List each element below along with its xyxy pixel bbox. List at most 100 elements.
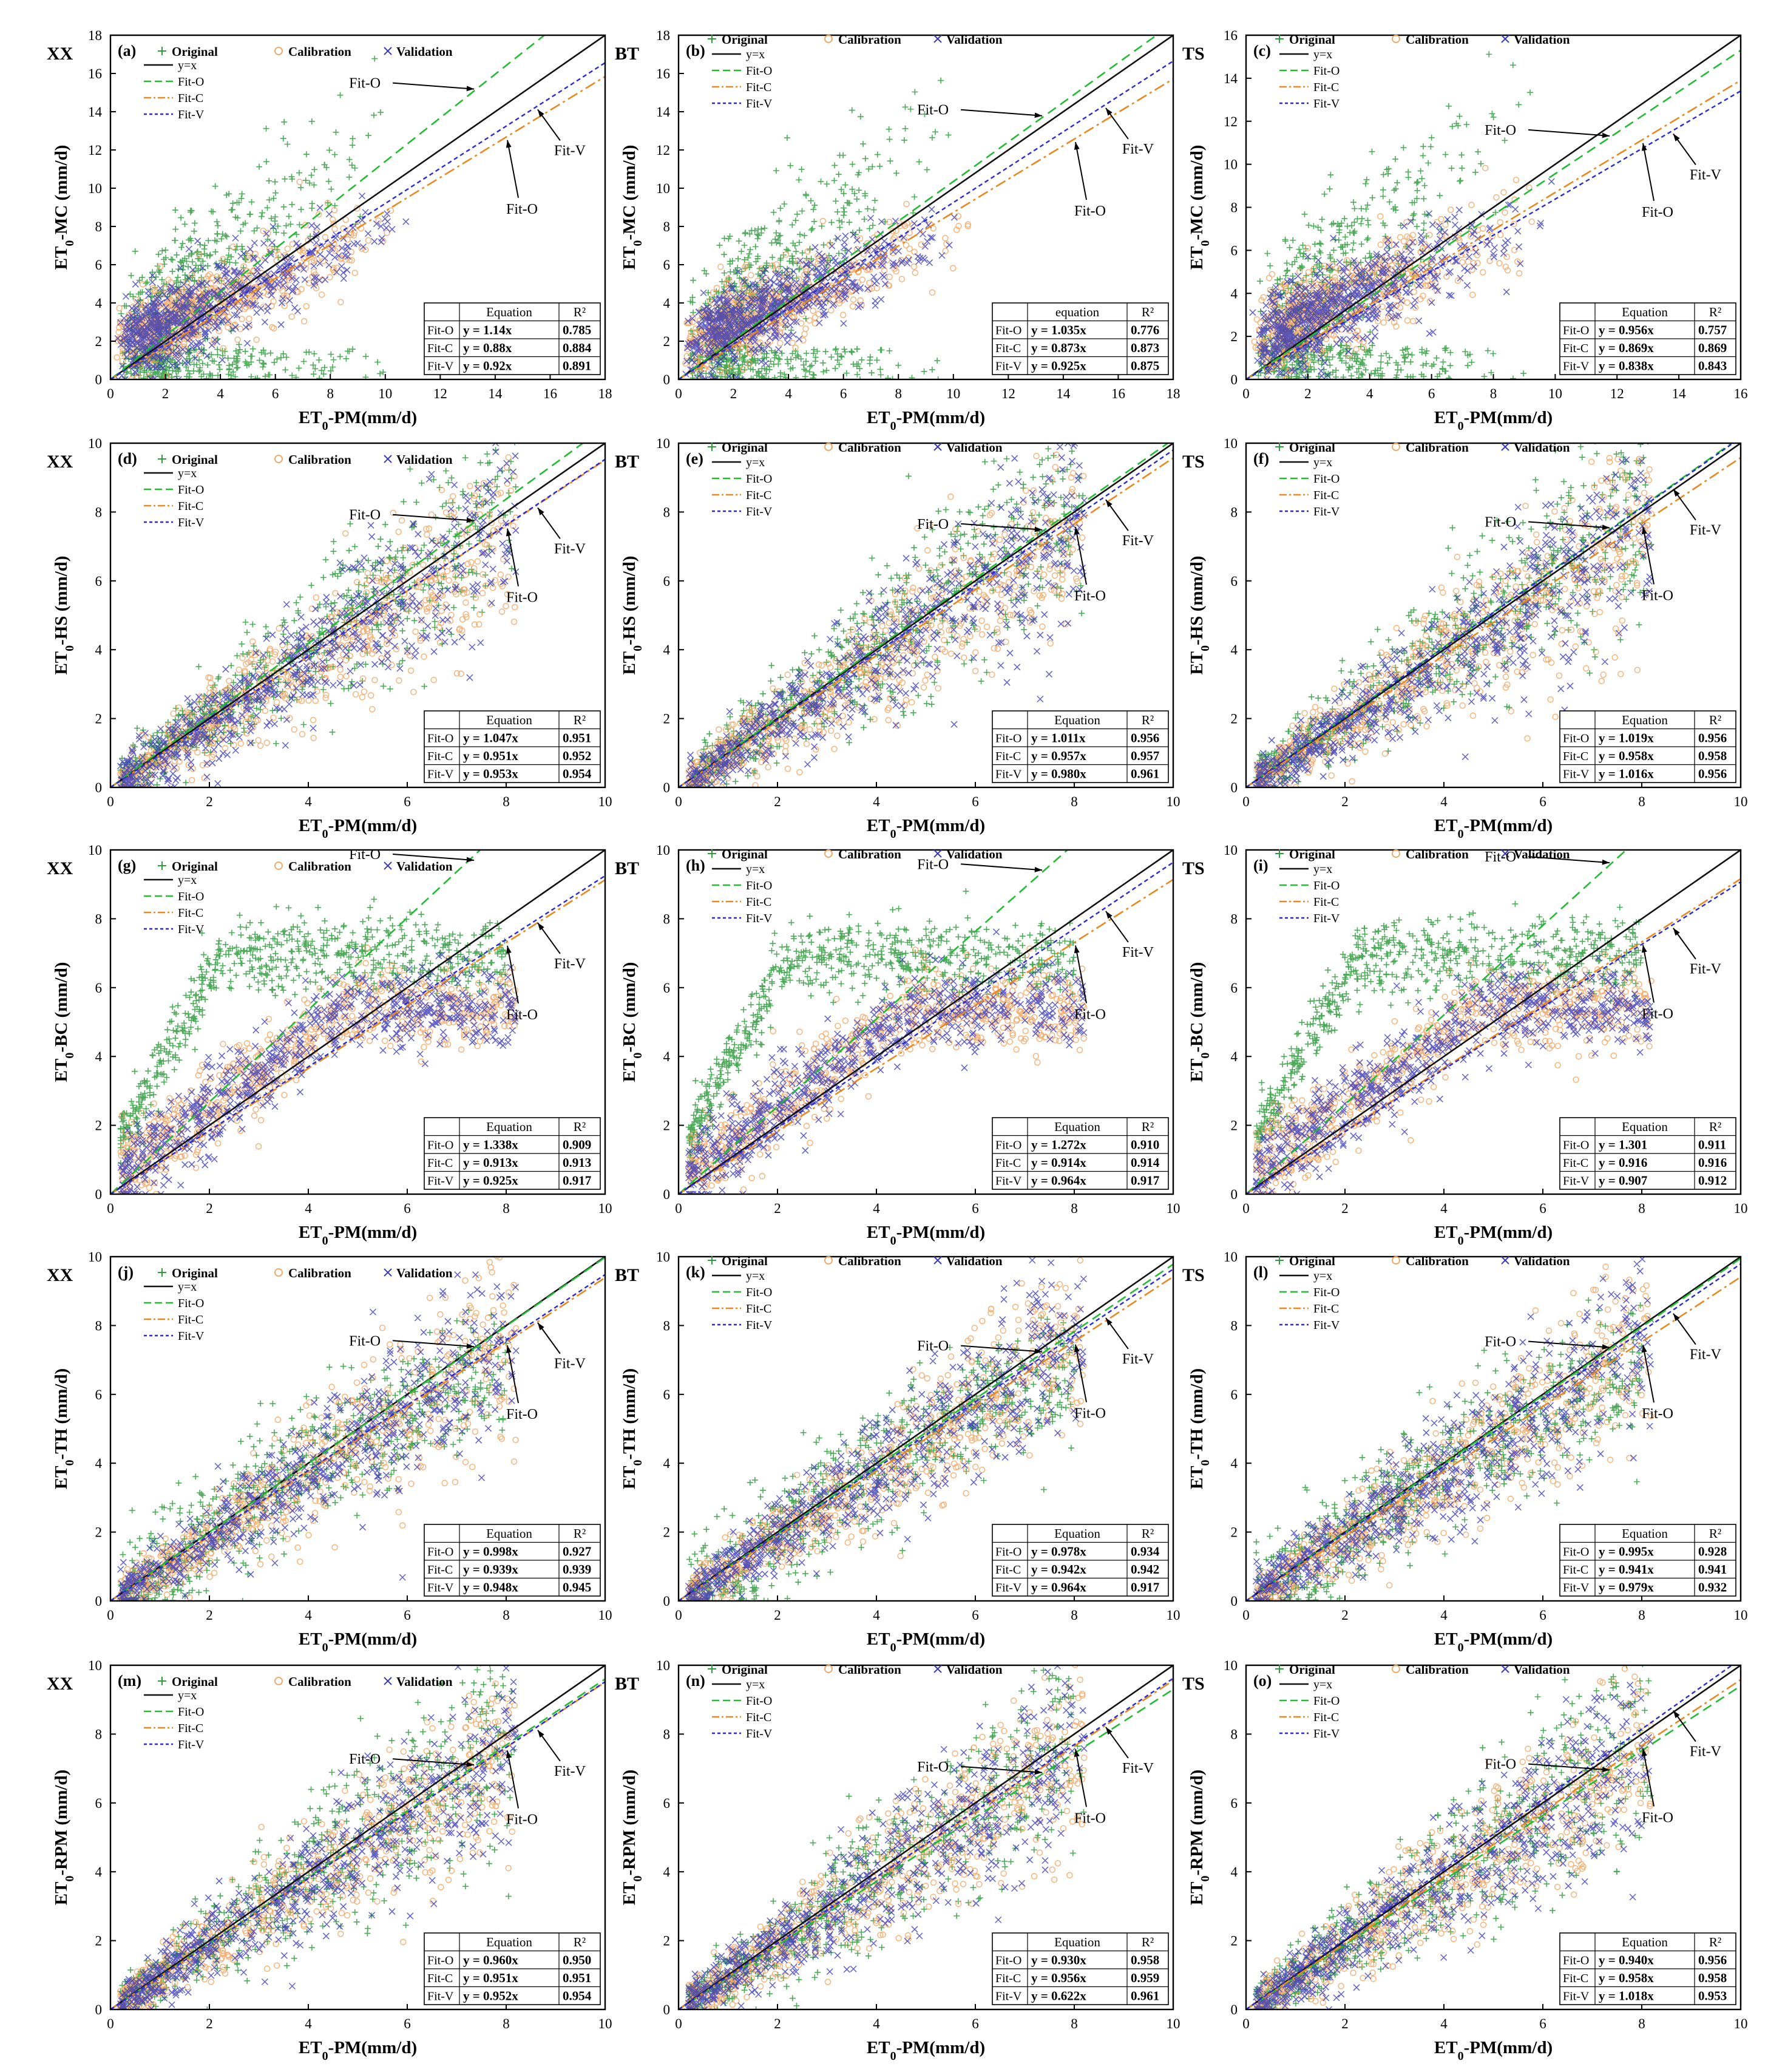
panel-id-label: (c) bbox=[1253, 42, 1271, 59]
annotation-fit-v-arrowhead bbox=[538, 109, 544, 117]
y-tick-label: 8 bbox=[1231, 1318, 1238, 1333]
legend-yx-label: y=x bbox=[1313, 1678, 1332, 1691]
legend-fit-v-label: Fit-V bbox=[746, 505, 773, 518]
legend-validation-label: Validation bbox=[396, 859, 453, 874]
table-row-name: Fit-C bbox=[995, 750, 1021, 763]
y-tick-label: 2 bbox=[663, 334, 671, 349]
legend-fit-c-label: Fit-C bbox=[746, 489, 771, 502]
annotation-fit-o-arrow bbox=[961, 524, 1042, 530]
legend-yx-label: y=x bbox=[1313, 456, 1332, 469]
x-tick-label: 2 bbox=[774, 794, 781, 809]
table-header-r2: R² bbox=[1709, 1526, 1721, 1541]
y-tick-label: 2 bbox=[1231, 1118, 1238, 1133]
x-axis-label: ET0-PM(mm/d) bbox=[299, 408, 417, 433]
legend-fit-v-label: Fit-V bbox=[1313, 1319, 1340, 1332]
annotation-fit-o-arrow bbox=[961, 110, 1042, 116]
y-tick-label: 6 bbox=[1231, 1387, 1238, 1402]
panel-id-label: (a) bbox=[118, 42, 136, 59]
x-axis-label: ET0-PM(mm/d) bbox=[299, 816, 417, 841]
annotation-fit-o-lower-label: Fit-O bbox=[1642, 1810, 1673, 1826]
annotation-fit-o-label: Fit-O bbox=[1485, 514, 1516, 530]
y-tick-label: 2 bbox=[1231, 329, 1238, 344]
x-tick-label: 10 bbox=[946, 386, 960, 401]
annotation-fit-o-label: Fit-O bbox=[349, 508, 381, 523]
legend-fit-c-label: Fit-C bbox=[1313, 895, 1339, 909]
legend-fit-v-label: Fit-V bbox=[178, 1330, 205, 1343]
legend-fit-o-label: Fit-O bbox=[1313, 879, 1340, 892]
legend-validation-marker bbox=[934, 35, 941, 42]
legend-calibration-marker bbox=[275, 1269, 282, 1276]
legend-yx-label: y=x bbox=[746, 456, 765, 469]
legend-original-label: Original bbox=[172, 859, 218, 874]
legend-validation-marker bbox=[1502, 1257, 1509, 1264]
legend-calibration-label: Calibration bbox=[288, 44, 351, 59]
table-row-equation: y = 0.956x bbox=[1599, 323, 1654, 338]
table-header-r2: R² bbox=[574, 1119, 586, 1134]
y-tick-label: 2 bbox=[95, 1934, 103, 1949]
x-tick-label: 4 bbox=[1440, 2016, 1448, 2031]
x-tick-label: 0 bbox=[1242, 794, 1250, 809]
table-row-equation: y = 0.951x bbox=[463, 749, 518, 763]
site-label: TS bbox=[1182, 452, 1205, 472]
y-tick-label: 6 bbox=[663, 574, 671, 589]
annotation-fit-o-label: Fit-O bbox=[349, 1751, 381, 1767]
y-tick-label: 0 bbox=[95, 2002, 103, 2017]
table-row-r2: 0.917 bbox=[563, 1174, 591, 1188]
legend-validation-label: Validation bbox=[396, 1266, 453, 1280]
table-row-name: Fit-V bbox=[427, 360, 454, 373]
legend-fit-v-label: Fit-V bbox=[1313, 97, 1340, 110]
y-tick-label: 2 bbox=[663, 1525, 671, 1540]
x-axis-label: ET0-PM(mm/d) bbox=[1434, 2038, 1553, 2063]
table-row-equation: y = 1.272x bbox=[1031, 1138, 1086, 1152]
y-tick-label: 8 bbox=[95, 1318, 103, 1333]
y-tick-label: 18 bbox=[88, 28, 102, 43]
table-row-r2: 0.958 bbox=[1698, 1971, 1727, 1985]
table-row-name: Fit-C bbox=[995, 1972, 1021, 1985]
annotation-fit-o-label: Fit-O bbox=[917, 517, 949, 532]
legend: Original Calibration Validationy=xFit-OFit… bbox=[1275, 1254, 1570, 1332]
site-label: TS bbox=[1182, 1265, 1205, 1285]
annotation-fit-o-arrow bbox=[1528, 130, 1610, 136]
table-row-r2: 0.909 bbox=[563, 1138, 591, 1152]
legend-validation-label: Validation bbox=[1514, 1254, 1570, 1268]
x-tick-label: 4 bbox=[873, 1608, 880, 1623]
table-row-r2: 0.884 bbox=[563, 341, 592, 355]
legend-fit-c-label: Fit-C bbox=[1313, 1302, 1339, 1316]
legend-fit-o-label: Fit-O bbox=[746, 1694, 772, 1708]
legend-original-label: Original bbox=[1289, 1662, 1335, 1677]
y-tick-label: 0 bbox=[95, 1594, 103, 1609]
table-row-r2: 0.950 bbox=[563, 1953, 591, 1968]
legend-calibration-label: Calibration bbox=[838, 32, 901, 47]
legend-fit-v-label: Fit-V bbox=[746, 1319, 773, 1332]
y-tick-label: 4 bbox=[95, 1456, 103, 1471]
x-tick-label: 0 bbox=[675, 1608, 682, 1623]
table-row-name: Fit-O bbox=[427, 732, 453, 746]
panel-id-label: (n) bbox=[686, 1672, 705, 1690]
table-row-r2: 0.961 bbox=[1131, 767, 1159, 781]
table-row-equation: y = 0.925x bbox=[1031, 359, 1086, 373]
x-axis-label: ET0-PM(mm/d) bbox=[1434, 1629, 1553, 1654]
table-row-name: Fit-V bbox=[427, 1175, 454, 1188]
legend-fit-o-label: Fit-O bbox=[178, 890, 204, 903]
table-row-r2: 0.945 bbox=[563, 1580, 591, 1595]
legend-validation-marker bbox=[384, 47, 391, 55]
y-tick-label: 4 bbox=[663, 296, 671, 311]
legend-calibration-label: Calibration bbox=[1406, 440, 1469, 455]
annotation-fit-o-label: Fit-O bbox=[1485, 849, 1516, 865]
y-tick-label: 8 bbox=[1231, 911, 1238, 926]
annotation-fit-v-label: Fit-V bbox=[1122, 945, 1154, 960]
x-tick-label: 8 bbox=[503, 2016, 510, 2031]
y-tick-label: 2 bbox=[663, 712, 671, 727]
legend-validation-label: Validation bbox=[946, 1662, 1003, 1677]
x-tick-label: 10 bbox=[378, 386, 392, 401]
table-header-equation: Equation bbox=[486, 713, 532, 727]
y-tick-label: 6 bbox=[663, 257, 671, 273]
table-header-equation: Equation bbox=[1622, 305, 1668, 319]
annotation-fit-o-lower-arrowhead bbox=[506, 946, 512, 954]
y-tick-label: 6 bbox=[95, 574, 103, 589]
